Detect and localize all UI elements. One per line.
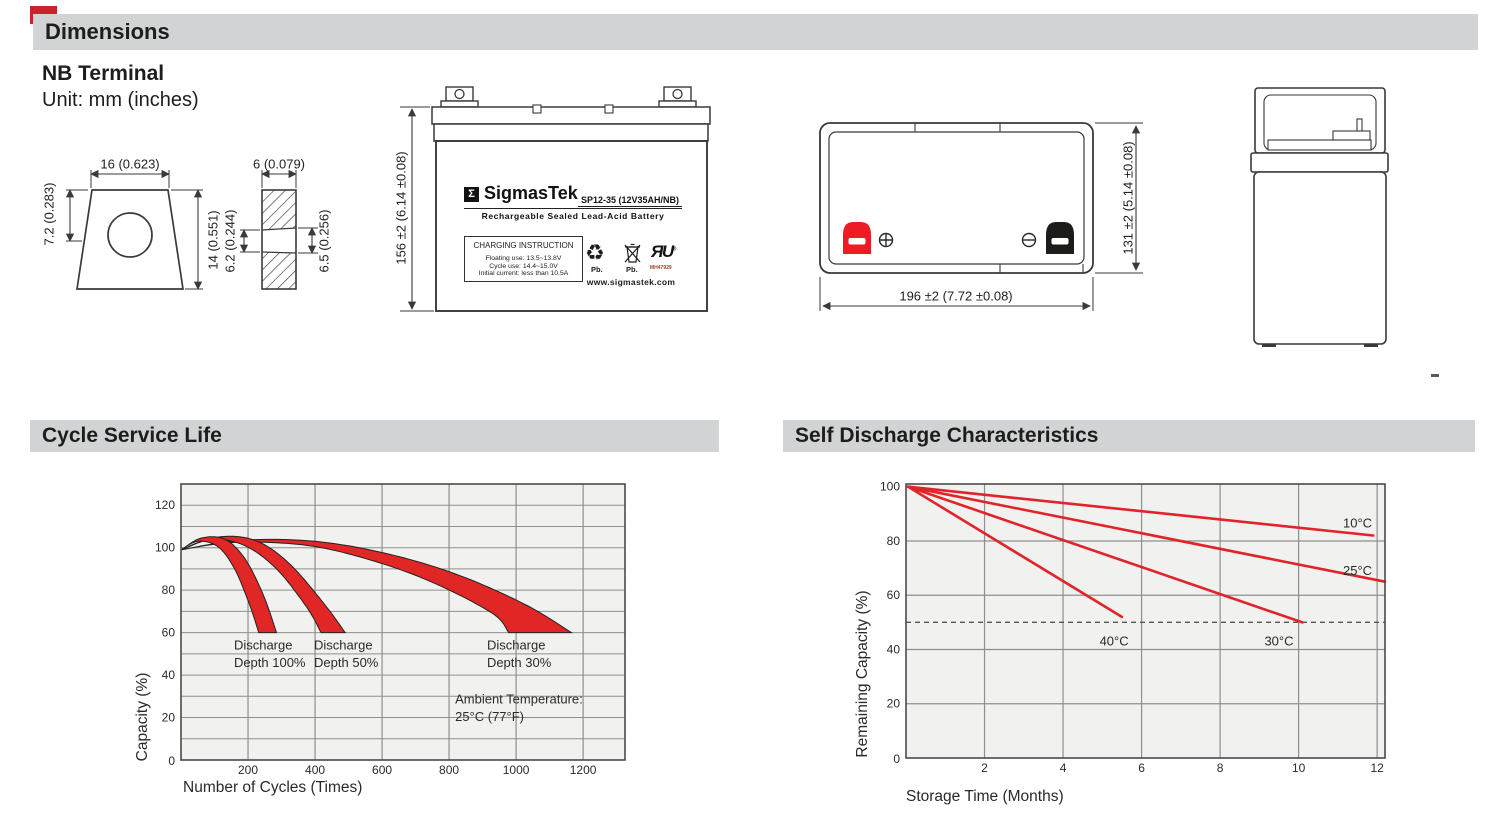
plus-symbol — [878, 232, 894, 248]
y-tick-label: 80 — [887, 534, 901, 548]
dim-front-terminal-width: 16 (0.623) — [100, 156, 160, 172]
x-tick-label: 10 — [1292, 761, 1306, 775]
y-tick-label: 40 — [162, 668, 176, 682]
temperature-line — [906, 485, 1375, 537]
charging-line-1: Floating use: 13.5~13.8V — [485, 255, 562, 262]
website: www.sigmastek.com — [586, 277, 676, 287]
sigma-logo-icon: Σ — [464, 187, 479, 202]
y-tick-label: 20 — [162, 711, 176, 725]
discharge-band — [180, 535, 347, 634]
series-label: 25°C — [1343, 563, 1372, 578]
chart-annotation: Discharge — [487, 637, 546, 652]
x-axis-title: Number of Cycles (Times) — [183, 779, 362, 796]
temperature-line — [906, 485, 1387, 583]
discharge-band — [180, 538, 574, 634]
chart-annotation: Discharge — [314, 637, 373, 652]
model-number: SP12-35 (12V35AH/NB) — [578, 195, 682, 207]
dim-front-terminal-height: 14 (0.551) — [205, 210, 221, 270]
series-label: 40°C — [1100, 633, 1129, 648]
chart-annotation: Discharge — [234, 637, 293, 652]
x-tick-label: 800 — [439, 763, 459, 777]
cycle-title: Cycle Service Life — [42, 424, 222, 447]
pb-trash-icon — [624, 243, 641, 263]
x-tick-label: 200 — [238, 763, 258, 777]
section-header-cycle: Cycle Service Life — [30, 420, 719, 452]
chart-annotation: Ambient Temperature: — [455, 691, 583, 706]
self-discharge-title: Self Discharge Characteristics — [795, 424, 1099, 447]
dim-side-terminal-width: 6 (0.079) — [252, 156, 306, 172]
temperature-line — [906, 485, 1124, 619]
nb-terminal-side-drawing — [239, 169, 318, 290]
battery-top-view — [819, 122, 1143, 311]
x-tick-label: 400 — [305, 763, 325, 777]
chart-annotation: 25°C (77°F) — [455, 709, 524, 724]
y-tick-label: 100 — [155, 541, 175, 555]
battery-label: Σ SigmasTek SP12-35 (12V35AH/NB) Recharg… — [436, 141, 707, 311]
x-tick-label: 6 — [1138, 761, 1145, 775]
dim-battery-depth: 131 ±2 (5.14 ±0.08) — [1120, 141, 1136, 255]
chart-annotation: Depth 30% — [487, 655, 552, 670]
dim-front-terminal-upper: 7.2 (0.283) — [41, 182, 57, 246]
nb-terminal-unit: Unit: mm (inches) — [42, 89, 199, 111]
y-tick-label: 20 — [887, 697, 901, 711]
chart-annotation: Depth 50% — [314, 655, 379, 670]
nb-terminal-title: NB Terminal — [42, 62, 165, 85]
x-tick-label: 12 — [1370, 761, 1384, 775]
origin-label: 0 — [168, 754, 175, 768]
y-axis-title: Capacity (%) — [134, 673, 151, 762]
charging-line-3: Initial current: less than 10.5A — [478, 270, 569, 278]
dim-battery-width: 196 ±2 (7.72 ±0.08) — [899, 288, 1013, 304]
battery-subtitle: Rechargeable Sealed Lead-Acid Battery — [481, 211, 665, 221]
y-axis-title: Remaining Capacity (%) — [854, 590, 871, 757]
brand-name: SigmasTek — [484, 183, 578, 203]
chart-annotation: Depth 100% — [234, 655, 306, 670]
charging-line-2: Cycle use: 14.4~15.0V — [489, 262, 558, 270]
stray-dash — [1431, 374, 1439, 377]
dimensions-title: Dimensions — [45, 19, 170, 44]
x-tick-label: 4 — [1060, 761, 1067, 775]
y-tick-label: 120 — [155, 498, 175, 512]
charging-title: CHARGING INSTRUCTION — [473, 241, 574, 250]
x-tick-label: 8 — [1217, 761, 1224, 775]
series-label: 30°C — [1264, 633, 1293, 648]
origin-label: 0 — [893, 752, 900, 766]
section-header-self-discharge: Self Discharge Characteristics — [783, 420, 1475, 452]
temperature-line — [906, 485, 1304, 624]
x-tick-label: 2 — [981, 761, 988, 775]
pb-label-1: Pb. — [591, 265, 603, 274]
y-tick-label: 60 — [887, 588, 901, 602]
minus-symbol — [1021, 232, 1037, 248]
ul-file-number: MH47929 — [650, 265, 672, 271]
charging-instruction-box: CHARGING INSTRUCTION Floating use: 13.5~… — [464, 236, 583, 282]
x-tick-label: 1200 — [570, 763, 597, 777]
x-tick-label: 1000 — [503, 763, 530, 777]
y-tick-label: 100 — [880, 480, 900, 494]
dim-side-terminal-right: 6.5 (0.256) — [316, 209, 332, 273]
section-header-dimensions: Dimensions — [33, 14, 1478, 50]
dim-battery-height: 156 ±2 (6.14 ±0.08) — [393, 151, 409, 265]
ul-mark-icon: ЯU® — [651, 242, 677, 261]
x-axis-title: Storage Time (Months) — [906, 788, 1064, 805]
self-discharge-chart: 20 40 60 80 100 0 2 4 6 8 10 12 10°C 25°C 30°C 40°C Stor… — [854, 480, 1387, 805]
nb-terminal-front-drawing — [65, 169, 203, 290]
discharge-band — [180, 536, 278, 634]
recycle-pb-icon: ♻ — [585, 240, 605, 265]
y-tick-label: 60 — [162, 626, 176, 640]
battery-front-view — [400, 86, 711, 312]
series-label: 10°C — [1343, 515, 1372, 530]
y-tick-label: 40 — [887, 642, 901, 656]
x-tick-label: 600 — [372, 763, 392, 777]
label-rule — [464, 208, 682, 209]
battery-side-view — [1250, 87, 1389, 347]
dim-side-terminal-left: 6.2 (0.244) — [222, 209, 238, 273]
y-tick-label: 80 — [162, 583, 176, 597]
pb-label-2: Pb. — [626, 265, 638, 274]
